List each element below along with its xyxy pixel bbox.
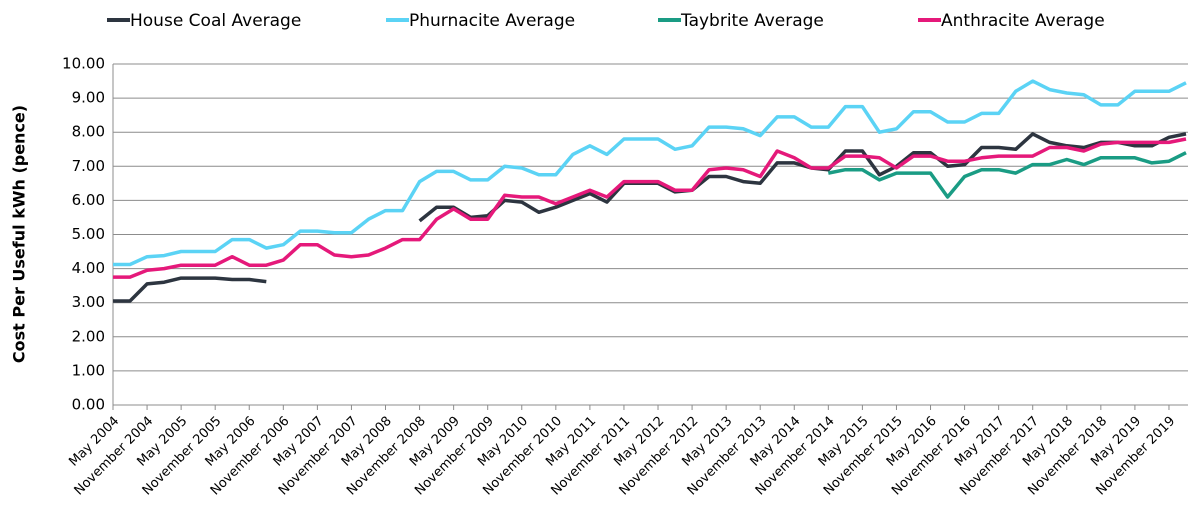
series-line [113, 137, 1187, 279]
legend-label: Anthracite Average [941, 11, 1105, 31]
y-tick-label: 0.00 [72, 396, 105, 414]
y-tick-label: 5.00 [72, 225, 105, 243]
series-line [827, 151, 1187, 199]
y-tick-label: 10.00 [62, 55, 105, 73]
legend-label: Phurnacite Average [409, 11, 575, 31]
y-tick-label: 8.00 [72, 123, 105, 141]
y-tick-label: 7.00 [72, 157, 105, 175]
series-line [113, 79, 1187, 267]
y-tick-label: 3.00 [72, 293, 105, 311]
y-tick-label: 2.00 [72, 327, 105, 345]
y-tick-label: 1.00 [72, 361, 105, 379]
y-axis-label: Cost Per Useful kWh (pence) [10, 105, 29, 363]
y-tick-label: 6.00 [72, 191, 105, 209]
legend-label: House Coal Average [130, 11, 301, 31]
legend-label: Taybrite Average [680, 11, 824, 31]
y-tick-label: 4.00 [72, 259, 105, 277]
y-tick-label: 9.00 [72, 89, 105, 107]
series-line [113, 132, 1187, 303]
